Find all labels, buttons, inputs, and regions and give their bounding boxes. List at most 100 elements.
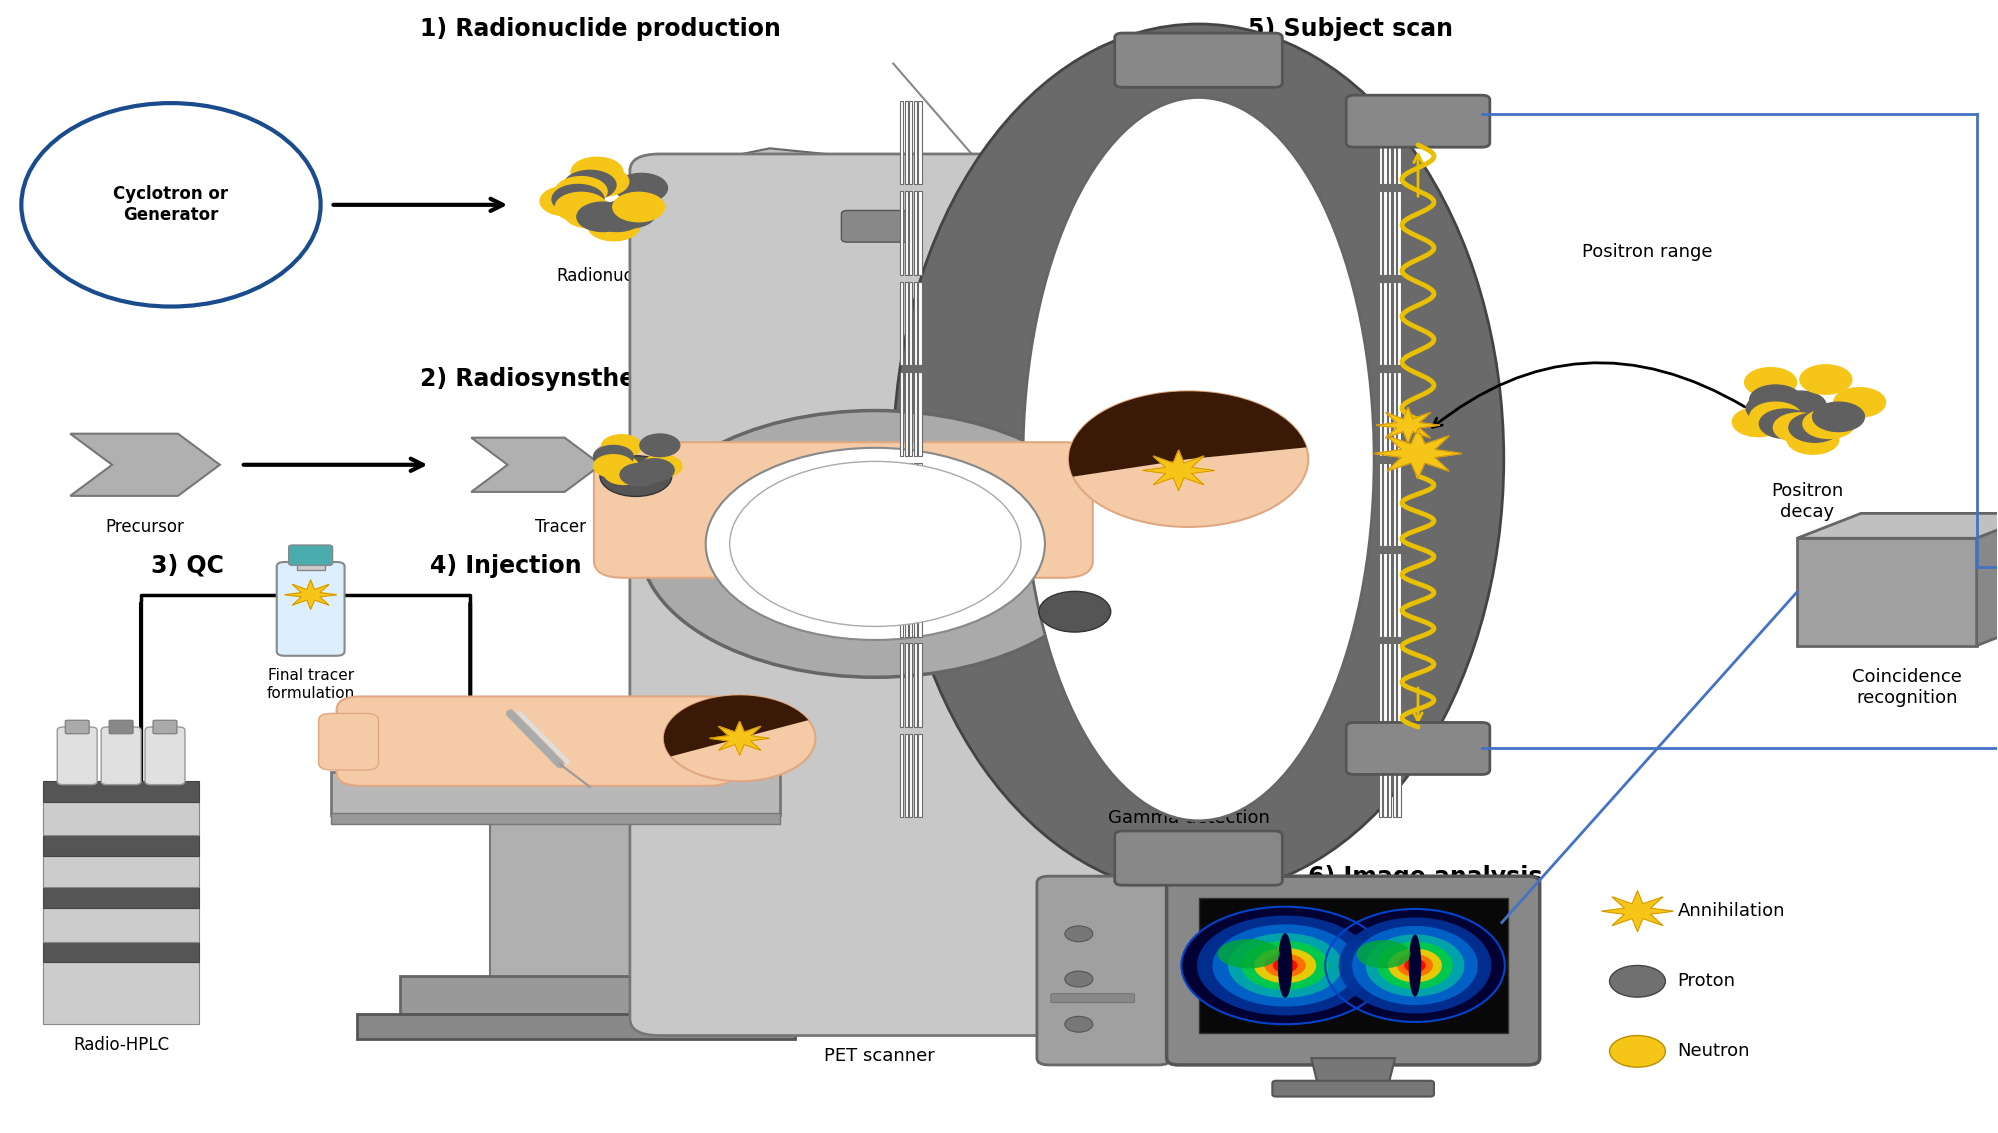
Circle shape	[1065, 1016, 1093, 1032]
FancyBboxPatch shape	[1397, 644, 1401, 727]
Ellipse shape	[1397, 954, 1433, 977]
Text: Cyclotron or
Generator: Cyclotron or Generator	[114, 186, 228, 224]
Ellipse shape	[1365, 935, 1465, 997]
Circle shape	[1065, 971, 1093, 987]
FancyBboxPatch shape	[1397, 101, 1401, 185]
FancyBboxPatch shape	[905, 191, 907, 275]
FancyBboxPatch shape	[44, 782, 200, 801]
Circle shape	[613, 193, 665, 222]
Ellipse shape	[1241, 940, 1329, 990]
FancyBboxPatch shape	[913, 191, 917, 275]
Circle shape	[563, 170, 615, 199]
Ellipse shape	[1353, 926, 1479, 1005]
Circle shape	[555, 177, 607, 206]
Ellipse shape	[1255, 948, 1317, 983]
Circle shape	[539, 187, 591, 215]
Circle shape	[1069, 391, 1309, 527]
FancyBboxPatch shape	[66, 721, 90, 734]
FancyBboxPatch shape	[913, 644, 917, 727]
FancyBboxPatch shape	[919, 101, 921, 185]
Ellipse shape	[1409, 935, 1421, 997]
FancyBboxPatch shape	[905, 553, 907, 637]
FancyBboxPatch shape	[1115, 830, 1283, 885]
FancyBboxPatch shape	[1383, 191, 1387, 275]
Circle shape	[1802, 409, 1854, 438]
FancyBboxPatch shape	[909, 553, 913, 637]
Ellipse shape	[1325, 909, 1504, 1022]
Text: 5) Subject scan: 5) Subject scan	[1249, 17, 1453, 41]
FancyBboxPatch shape	[899, 553, 903, 637]
FancyBboxPatch shape	[1379, 372, 1383, 455]
Polygon shape	[659, 148, 1219, 194]
FancyBboxPatch shape	[356, 1014, 795, 1039]
Circle shape	[577, 202, 629, 231]
Polygon shape	[472, 437, 601, 492]
Text: Precursor: Precursor	[106, 518, 184, 536]
Circle shape	[571, 157, 623, 187]
FancyBboxPatch shape	[400, 976, 759, 1019]
Polygon shape	[1143, 450, 1215, 491]
FancyBboxPatch shape	[1397, 553, 1401, 637]
Text: Positron range: Positron range	[1582, 244, 1712, 262]
Polygon shape	[284, 580, 336, 610]
FancyBboxPatch shape	[909, 372, 913, 455]
FancyBboxPatch shape	[899, 734, 903, 817]
Ellipse shape	[1339, 918, 1491, 1014]
FancyBboxPatch shape	[913, 553, 917, 637]
FancyBboxPatch shape	[1397, 462, 1401, 546]
Circle shape	[639, 410, 1111, 678]
Circle shape	[1834, 387, 1886, 417]
Ellipse shape	[1181, 906, 1389, 1024]
Circle shape	[1732, 407, 1784, 436]
FancyBboxPatch shape	[913, 101, 917, 185]
Ellipse shape	[1377, 942, 1453, 989]
Polygon shape	[1976, 513, 1998, 646]
Circle shape	[601, 435, 641, 458]
Circle shape	[1800, 365, 1852, 394]
FancyBboxPatch shape	[909, 101, 913, 185]
FancyBboxPatch shape	[909, 191, 913, 275]
Ellipse shape	[1405, 959, 1427, 972]
FancyBboxPatch shape	[899, 191, 903, 275]
FancyBboxPatch shape	[909, 282, 913, 365]
Ellipse shape	[1279, 934, 1293, 998]
FancyBboxPatch shape	[841, 211, 909, 242]
FancyBboxPatch shape	[44, 962, 200, 1024]
FancyBboxPatch shape	[899, 282, 903, 365]
Circle shape	[619, 463, 659, 486]
FancyBboxPatch shape	[905, 734, 907, 817]
FancyBboxPatch shape	[1167, 876, 1540, 1065]
Text: Coincidence
recognition: Coincidence recognition	[1852, 668, 1962, 707]
FancyBboxPatch shape	[1393, 734, 1397, 817]
Circle shape	[1744, 367, 1796, 397]
Text: Tracer: Tracer	[535, 518, 585, 536]
Ellipse shape	[893, 24, 1504, 894]
Circle shape	[1746, 393, 1798, 423]
FancyBboxPatch shape	[1379, 644, 1383, 727]
Circle shape	[729, 461, 1021, 627]
Text: Radionuclide: Radionuclide	[557, 267, 663, 286]
FancyBboxPatch shape	[146, 727, 186, 785]
FancyBboxPatch shape	[909, 734, 913, 817]
Text: Neutron: Neutron	[1678, 1042, 1750, 1060]
Circle shape	[593, 445, 633, 468]
FancyBboxPatch shape	[44, 908, 200, 942]
Text: 4) Injection: 4) Injection	[430, 554, 581, 578]
Polygon shape	[1109, 171, 1219, 996]
Circle shape	[1750, 402, 1802, 432]
Circle shape	[599, 455, 671, 496]
Circle shape	[639, 434, 679, 457]
Text: Gamma detection: Gamma detection	[1107, 809, 1269, 827]
Polygon shape	[1375, 428, 1463, 478]
Polygon shape	[1377, 407, 1441, 443]
Ellipse shape	[1197, 915, 1373, 1015]
Circle shape	[591, 202, 643, 231]
FancyBboxPatch shape	[913, 282, 917, 365]
Text: Annihilation: Annihilation	[1678, 902, 1784, 920]
FancyBboxPatch shape	[919, 462, 921, 546]
Text: Radio-HPLC: Radio-HPLC	[74, 1036, 170, 1054]
FancyBboxPatch shape	[1383, 101, 1387, 185]
FancyBboxPatch shape	[1393, 553, 1397, 637]
FancyBboxPatch shape	[905, 101, 907, 185]
Circle shape	[1788, 412, 1840, 442]
